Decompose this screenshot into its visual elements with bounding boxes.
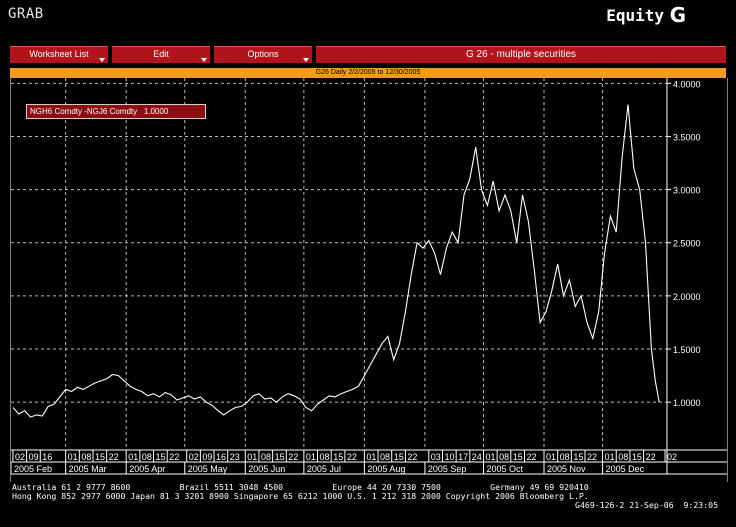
screen-title: Equity — [606, 6, 664, 25]
x-tick-label: 10 — [444, 452, 454, 462]
menu-bar: Worksheet List Edit Options G 26 - multi… — [10, 46, 726, 63]
x-tick-label: 08 — [560, 452, 570, 462]
security-title: G 26 - multiple securities — [316, 46, 726, 63]
x-tick-label: 08 — [320, 452, 330, 462]
x-tick-label: 01 — [485, 452, 495, 462]
x-tick-label: 02 — [189, 452, 199, 462]
chevron-down-icon — [303, 58, 309, 62]
x-tick-label: 15 — [573, 452, 583, 462]
x-tick-label: 22 — [646, 452, 656, 462]
x-month-label: 2005 Aug — [367, 464, 405, 474]
x-month-label: 2005 Jul — [307, 464, 341, 474]
y-tick-label: 4.0000 — [673, 79, 701, 89]
x-tick-label: 08 — [499, 452, 509, 462]
x-tick-label: 03 — [431, 452, 441, 462]
y-tick-label: 1.5000 — [673, 345, 701, 355]
x-month-label: 2005 Jun — [248, 464, 285, 474]
x-month-label: 2005 Apr — [129, 464, 165, 474]
x-tick-label: 22 — [109, 452, 119, 462]
app-title: GRAB — [8, 6, 44, 22]
options-label: Options — [247, 49, 279, 59]
x-month-label: 2005 Dec — [606, 464, 645, 474]
chevron-down-icon — [99, 58, 105, 62]
y-tick-label: 1.0000 — [673, 398, 701, 408]
footer-contacts-line-1: Australia 61 2 9777 8600 Brazil 5511 304… — [12, 482, 589, 492]
x-tick-label: 16 — [42, 452, 52, 462]
x-month-label: 2005 Oct — [486, 464, 523, 474]
y-tick-label: 3.0000 — [673, 186, 701, 196]
x-tick-label: 08 — [142, 452, 152, 462]
edit-label: Edit — [153, 49, 169, 59]
screen-function-letter: G — [669, 3, 686, 27]
x-tick-label: 01 — [366, 452, 376, 462]
x-tick-label: 15 — [156, 452, 166, 462]
legend-entry[interactable]: NGH6 Comdty -NGJ6 Comdty 1.0000 — [26, 104, 206, 119]
x-month-label: 2005 May — [188, 464, 228, 474]
x-tick-label: 16 — [216, 452, 226, 462]
x-tick-label: 24 — [472, 452, 482, 462]
x-tick-label: 22 — [526, 452, 536, 462]
x-tick-label: 09 — [202, 452, 212, 462]
x-month-label: 2005 Mar — [69, 464, 107, 474]
worksheet-list-button[interactable]: Worksheet List — [10, 46, 108, 63]
x-tick-label: 22 — [407, 452, 417, 462]
x-tick-label: 08 — [618, 452, 628, 462]
x-tick-label: 08 — [81, 452, 91, 462]
footer-timestamp: G469-126-2 21-Sep-06 9:23:05 — [575, 500, 718, 510]
x-tick-label: 22 — [347, 452, 357, 462]
x-month-label: 2005 Feb — [14, 464, 52, 474]
x-tick-label: 15 — [95, 452, 105, 462]
x-tick-label: 01 — [247, 452, 257, 462]
x-tick-label: 22 — [169, 452, 179, 462]
x-tick-label: 15 — [333, 452, 343, 462]
chart-header: G26 Daily 2/2/2005 to 12/30/2005 — [10, 68, 726, 78]
x-tick-label: 01 — [68, 452, 78, 462]
options-button[interactable]: Options — [214, 46, 312, 63]
x-tick-label: 22 — [587, 452, 597, 462]
x-tick-label: 02 — [15, 452, 25, 462]
x-tick-label: 15 — [275, 452, 285, 462]
y-tick-label: 2.5000 — [673, 239, 701, 249]
x-month-label: 2005 Nov — [547, 464, 586, 474]
worksheet-list-label: Worksheet List — [29, 49, 89, 59]
x-tick-label: 01 — [546, 452, 556, 462]
legend-label: NGH6 Comdty -NGJ6 Comdty — [30, 107, 138, 116]
edit-button[interactable]: Edit — [112, 46, 210, 63]
x-tick-label: 23 — [230, 452, 240, 462]
y-tick-label: 3.5000 — [673, 132, 701, 142]
x-tick-label: 01 — [605, 452, 615, 462]
x-tick-label: 08 — [380, 452, 390, 462]
x-tick-label: 22 — [288, 452, 298, 462]
x-tick-label: 15 — [632, 452, 642, 462]
x-tick-label: 01 — [306, 452, 316, 462]
x-tick-label: 08 — [261, 452, 271, 462]
footer-contacts-line-2: Hong Kong 852 2977 6000 Japan 81 3 3201 … — [12, 491, 589, 501]
chevron-down-icon — [201, 58, 207, 62]
y-tick-label: 2.0000 — [673, 292, 701, 302]
x-tick-label: 01 — [128, 452, 138, 462]
series-line — [12, 104, 660, 418]
legend-value: 1.0000 — [143, 107, 169, 116]
x-month-label: 2005 Sep — [428, 464, 467, 474]
x-tick-label: 09 — [29, 452, 39, 462]
x-tick-label: 17 — [458, 452, 468, 462]
x-tick-label: 15 — [513, 452, 523, 462]
top-bar: GRAB Equity G — [8, 3, 728, 28]
x-tick-label: 02 — [667, 452, 677, 462]
x-tick-label: 15 — [394, 452, 404, 462]
price-chart[interactable]: 1.0000 1.5000 2.0000 2.5000 3.0000 3.5000 4.00… — [11, 78, 727, 482]
footer: Australia 61 2 9777 8600 Brazil 5511 304… — [12, 482, 718, 510]
chart-frame: 1.0000 1.5000 2.0000 2.5000 3.0000 3.5000 4.00… — [10, 78, 728, 482]
